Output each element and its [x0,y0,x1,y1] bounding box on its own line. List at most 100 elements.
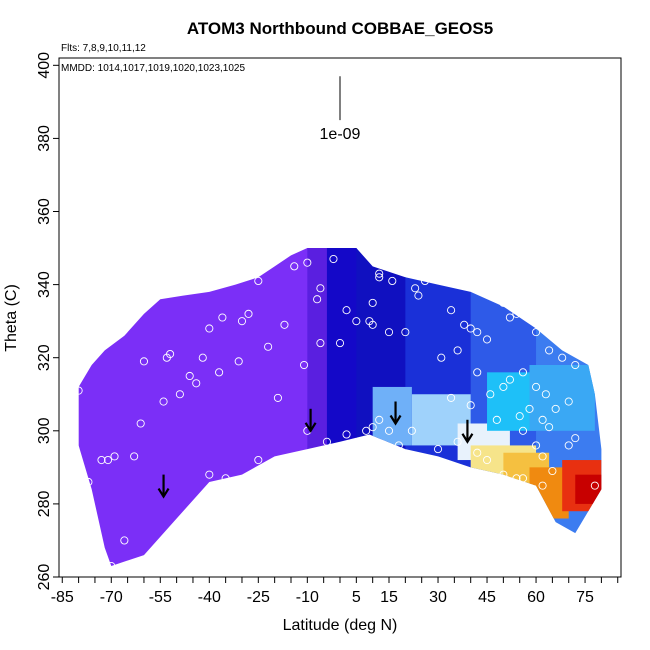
sample-point [316,284,325,293]
color-band-4 [405,248,472,567]
sample-point [375,415,384,424]
flight-arrows [157,401,474,499]
sample-point [384,426,394,435]
x-tick-label: -55 [149,589,172,606]
sample-point [545,346,554,355]
sample-point [538,481,547,490]
y-tick-label: 320 [36,344,53,371]
sample-point [518,368,528,377]
sample-point [473,328,482,337]
sample-point [335,339,345,348]
color-patch-9 [575,474,602,504]
sample-point [71,445,80,454]
y-tick-label: 280 [36,490,53,517]
x-tick-label: 15 [380,589,398,606]
sample-point [525,485,534,494]
sample-point [215,368,224,377]
sample-point [499,298,508,307]
sample-point [136,419,145,428]
sample-point [234,357,243,366]
flight-arrow [461,419,474,444]
sample-point [205,324,214,333]
sample-point [300,360,309,370]
sample-point [221,474,230,483]
sample-point [447,306,456,315]
sample-point [264,342,273,351]
sample-point [74,386,83,395]
sample-point [531,328,541,337]
sample-point [375,269,384,278]
sample-point [505,375,514,384]
sample-point [486,390,495,399]
sample-point [518,474,528,483]
y-tick-label: 380 [36,125,53,152]
sample-point [401,328,410,337]
sample-point [139,357,149,366]
sample-point [303,258,312,267]
sample-point [482,455,492,465]
sample-point [342,430,351,439]
sample-point [571,434,580,443]
sample-point [541,390,550,399]
scale-bar-label: 1e-09 [320,126,361,143]
sample-point [433,445,443,454]
sample-point [103,455,113,465]
sample-point [84,477,93,487]
sample-point [329,254,338,264]
sample-point [244,309,253,318]
sample-point [159,397,168,406]
x-tick-label: 60 [527,589,545,606]
sample-point [548,466,557,476]
sample-point [316,339,325,348]
y-axis-label: Theta (C) [3,284,20,352]
sample-point [492,415,501,424]
sample-point [571,360,580,370]
sample-point [531,441,541,450]
sample-point [551,404,560,413]
x-tick-label: 75 [576,589,594,606]
flight-arrow [389,401,402,426]
sample-point [538,415,547,424]
x-axis: -85 -70 -55 -40 -25 -10 5 15 30 45 60 75 [51,577,619,606]
sample-point [388,276,397,286]
sample-point [342,306,351,315]
sample-point [384,328,394,337]
sample-point [254,455,263,465]
sample-point [466,324,475,333]
sample-point [110,452,119,461]
sample-point [460,320,469,329]
flights-note: Flts: 7,8,9,10,11,12 [61,43,146,54]
sample-point [512,474,521,483]
sample-point [538,452,547,461]
sample-point [352,317,361,326]
sample-point [192,379,201,388]
x-tick-label: -85 [51,589,74,606]
x-tick-label: -25 [247,589,270,606]
x-axis-label: Latitude (deg N) [283,617,398,634]
sample-point [531,382,541,391]
flight-arrow [304,408,317,433]
sample-point [313,295,322,304]
color-patch-4 [529,365,595,431]
scale-bar: 1e-09 [320,76,361,143]
sample-point [502,477,511,487]
sample-point [437,353,446,362]
sample-point [175,390,184,399]
sample-point [107,561,116,571]
dates-note: MMDD: 1014,1017,1019,1020,1023,1025 [61,63,245,74]
x-tick-label: 5 [352,589,361,606]
sample-point [205,470,214,479]
sample-point [130,452,139,461]
color-band-0 [78,248,308,567]
sample-point [322,437,331,446]
sample-point [499,470,508,479]
sample-point [407,426,416,435]
sample-point [362,426,371,435]
sample-point [375,273,384,282]
sample-point [420,276,430,286]
sample-point [368,320,377,329]
sample-point [280,320,289,329]
x-tick-label: 30 [429,589,447,606]
y-tick-label: 340 [36,271,53,298]
